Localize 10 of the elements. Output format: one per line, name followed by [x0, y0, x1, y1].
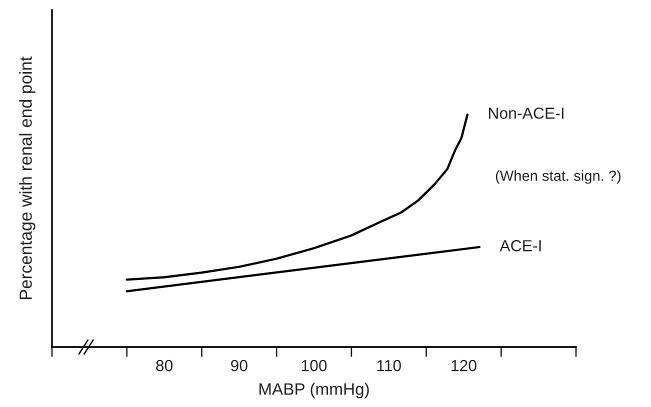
y-axis-title: Percentage with renal end point	[19, 56, 36, 300]
x-tick-label: 110	[377, 360, 401, 372]
x-tick-label: 100	[302, 360, 327, 372]
x-tick-label: 80	[156, 360, 173, 372]
series-label: Non-ACE-I	[488, 108, 564, 119]
annotation: (When stat. sign. ?)	[496, 170, 621, 184]
x-tick-label: 90	[231, 360, 248, 372]
x-tick-label: 120	[452, 360, 476, 372]
series-label: ACE-I	[500, 240, 541, 252]
x-axis-title: MABP (mmHg)	[259, 382, 369, 398]
